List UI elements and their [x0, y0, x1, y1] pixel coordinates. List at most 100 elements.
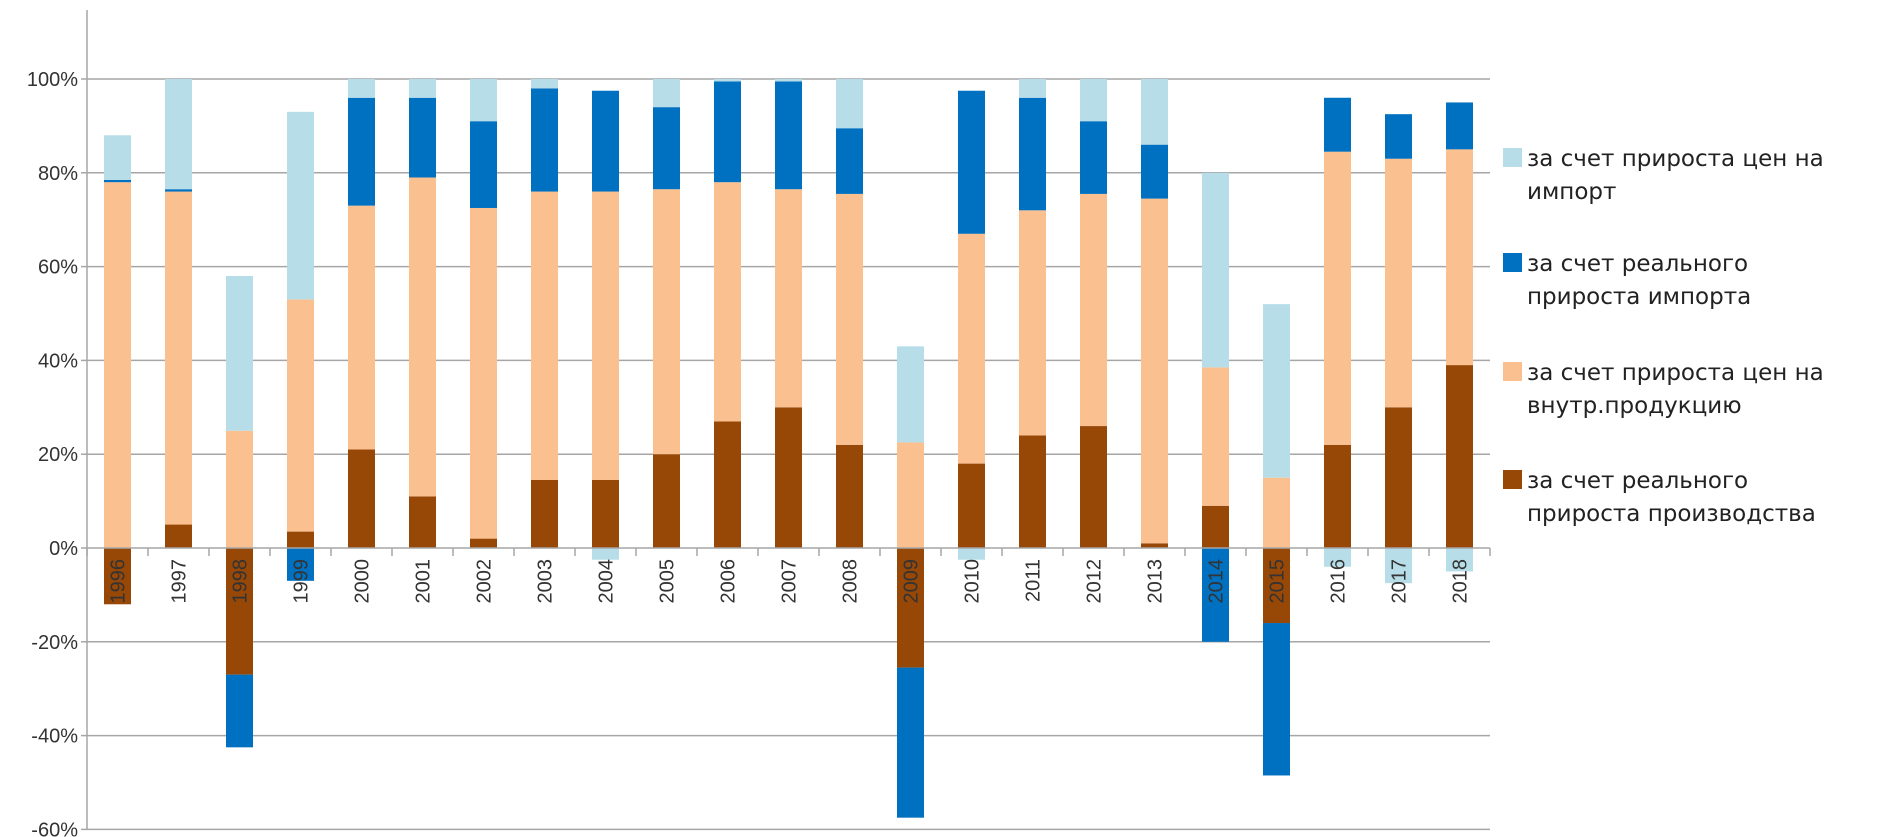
bar-segment — [836, 444, 863, 548]
bar-segment — [348, 449, 375, 548]
bar-segment — [1202, 172, 1229, 368]
bar-segment — [531, 88, 558, 192]
x-tick-label: 1999 — [291, 559, 313, 604]
bar-segment — [1202, 548, 1229, 642]
bar-segment — [775, 81, 802, 190]
bar-segment — [958, 548, 985, 560]
bar-segment — [1080, 79, 1107, 122]
bar-segment — [1446, 365, 1473, 548]
y-tick-label: 0% — [49, 538, 78, 560]
bar-segment — [897, 548, 924, 668]
bar-segment — [226, 430, 253, 548]
bar-segment — [1202, 505, 1229, 548]
bar-segment — [897, 346, 924, 443]
bar-segment — [1141, 543, 1168, 548]
bar-segment — [1446, 149, 1473, 366]
bar-segment — [1080, 193, 1107, 427]
bar-segment — [775, 189, 802, 408]
legend-swatch — [1503, 148, 1522, 167]
bar-segment — [165, 524, 192, 548]
bar-segment — [1141, 79, 1168, 145]
bar-segment — [226, 275, 253, 431]
bar-segment — [653, 189, 680, 455]
bar-segment — [1446, 548, 1473, 572]
x-tick-label: 2000 — [352, 559, 374, 604]
bar-segment — [714, 421, 741, 548]
y-tick-label: 40% — [38, 350, 78, 372]
bar-segment — [592, 90, 619, 192]
legend-label: за счет прироста цен на — [1527, 360, 1824, 386]
bar-segment — [897, 667, 924, 818]
bar-segment — [775, 407, 802, 548]
bar-segment — [1080, 426, 1107, 548]
x-tick-label: 2004 — [596, 559, 618, 604]
bar-segment — [226, 674, 253, 748]
bar-segment — [1019, 210, 1046, 436]
bar-segment — [104, 135, 131, 180]
bar-segment — [226, 548, 253, 675]
bar-segment — [653, 454, 680, 548]
x-tick-label: 1998 — [230, 559, 252, 604]
axes — [81, 10, 1491, 831]
bar-segment — [1019, 97, 1046, 211]
x-tick-label: 2014 — [1206, 559, 1228, 604]
bar-segment — [348, 79, 375, 98]
bar-segment — [1263, 304, 1290, 478]
bar-segment — [348, 97, 375, 206]
bar-segment — [714, 182, 741, 422]
bar-segment — [1141, 198, 1168, 544]
bar-segment — [1263, 477, 1290, 548]
y-tick-label: -20% — [31, 632, 78, 654]
bar-segment — [348, 205, 375, 450]
bar-segment — [592, 548, 619, 560]
x-tick-label: 2003 — [535, 559, 557, 604]
x-tick-label: 1996 — [108, 559, 130, 604]
bar-segment — [531, 191, 558, 480]
bar-segment — [958, 233, 985, 464]
bar-segment — [165, 189, 192, 192]
legend-label: прироста импорта — [1527, 284, 1751, 310]
bar-segment — [836, 128, 863, 194]
x-tick-label: 2002 — [474, 559, 496, 604]
bar-segment — [1385, 158, 1412, 408]
bar-segment — [958, 463, 985, 548]
bar-segment — [836, 193, 863, 445]
bar-segment — [104, 182, 131, 548]
x-tick-label: 2010 — [962, 559, 984, 604]
x-tick-label: 2017 — [1389, 559, 1411, 604]
bar-segment — [287, 548, 314, 581]
bar-segment — [653, 107, 680, 190]
x-tick-label: 2016 — [1328, 559, 1350, 604]
legend-label: внутр.продукцию — [1527, 393, 1742, 419]
bar-segment — [1263, 548, 1290, 624]
bar-segment — [470, 538, 497, 548]
legend-label: за счет реального — [1527, 251, 1748, 277]
legend-label: прироста производства — [1527, 501, 1816, 527]
bar-segment — [714, 79, 741, 82]
x-tick-label: 2015 — [1267, 559, 1289, 604]
x-tick-label: 2005 — [657, 559, 679, 604]
legend-label: за счет прироста цен на — [1527, 146, 1824, 172]
bar-segment — [1324, 444, 1351, 548]
bar-segment — [531, 479, 558, 548]
legend-swatch — [1503, 362, 1522, 381]
bar-segment — [409, 97, 436, 178]
x-tick-label: 1997 — [169, 559, 191, 604]
x-tick-labels: 1996 1997 1998 1999 2000 2001 2002 2003 2004 2005… — [108, 559, 1472, 604]
bar-segment — [1019, 435, 1046, 548]
bar-segment — [958, 90, 985, 234]
bar-segment — [287, 531, 314, 548]
bar-segment — [409, 177, 436, 497]
bar-segment — [104, 548, 131, 605]
y-tick-label: -60% — [31, 819, 78, 837]
bar-segment — [104, 179, 131, 183]
bar-segment — [470, 121, 497, 208]
bar-segment — [653, 79, 680, 108]
bar-segment — [165, 79, 192, 190]
x-tick-label: 2013 — [1145, 559, 1167, 604]
bar-segment — [592, 479, 619, 548]
bar-segment — [1385, 407, 1412, 548]
bar-segment — [1263, 623, 1290, 776]
bar-segment — [1080, 121, 1107, 194]
